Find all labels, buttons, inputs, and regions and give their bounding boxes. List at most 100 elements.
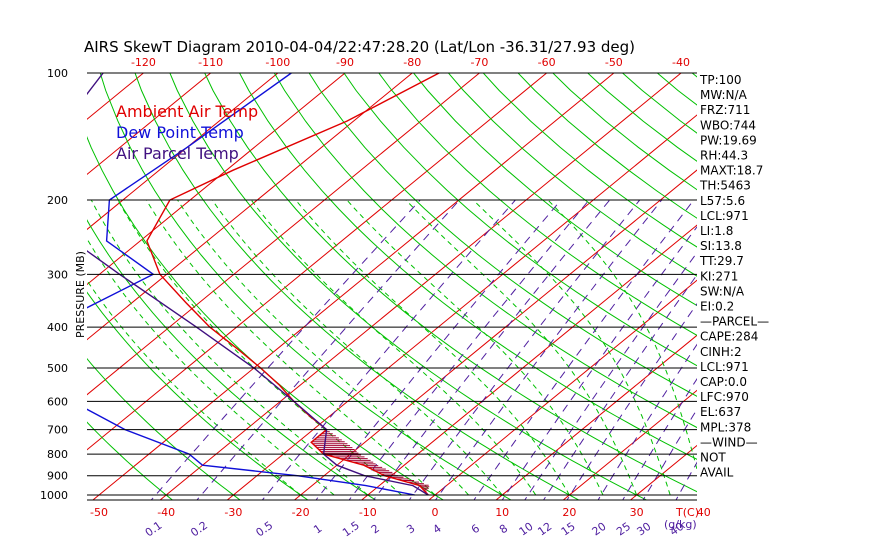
legend-item: Ambient Air Temp bbox=[116, 102, 258, 121]
stat-item: CAPE:284 bbox=[700, 330, 758, 344]
legend-item: Dew Point Temp bbox=[116, 123, 244, 142]
stat-item: EI:0.2 bbox=[700, 300, 734, 314]
dry-adiabat-line bbox=[87, 135, 445, 500]
dry-adiabat-line bbox=[770, 54, 870, 504]
isotherm-line bbox=[0, 54, 33, 504]
bottom-temp-tick-label: -20 bbox=[292, 506, 310, 519]
stat-item: LCL:971 bbox=[700, 209, 749, 223]
stat-item: NOT bbox=[700, 451, 726, 465]
mixing-ratio-line bbox=[261, 199, 516, 500]
stat-item: SW:N/A bbox=[700, 284, 745, 298]
mixing-ratio-line bbox=[315, 199, 562, 500]
pressure-tick-label: 700 bbox=[47, 424, 68, 437]
moist-adiabat-line bbox=[295, 199, 570, 496]
stat-item: LFC:970 bbox=[700, 390, 749, 404]
moist-adiabat-line bbox=[472, 199, 671, 496]
dry-adiabat-line bbox=[273, 73, 697, 429]
mixing-ratio-line bbox=[434, 199, 663, 500]
isotherm-line bbox=[87, 73, 414, 341]
series-dew-point-temp bbox=[87, 73, 415, 496]
isotherm-line bbox=[87, 73, 481, 396]
dry-adiabat-line bbox=[803, 54, 870, 504]
mixing-ratio-tick-label: 4 bbox=[431, 522, 444, 537]
mixing-ratio-tick-label: 0.5 bbox=[254, 519, 276, 540]
profile-lines bbox=[87, 73, 440, 496]
dry-adiabat-line bbox=[134, 73, 580, 500]
mixing-ratio-line bbox=[597, 343, 697, 500]
series-ambient-air-temp bbox=[146, 73, 440, 496]
isotherm-line bbox=[827, 54, 870, 504]
mixing-ratio-tick-label: 8 bbox=[497, 522, 510, 537]
stat-item: MPL:378 bbox=[700, 420, 751, 434]
mixing-ratio-tick-label: 12 bbox=[535, 520, 554, 539]
top-temp-tick-label: -80 bbox=[403, 56, 421, 69]
moist-adiabat-line bbox=[177, 199, 469, 496]
dry-adiabat-line bbox=[238, 73, 697, 460]
stat-item: AVAIL bbox=[700, 466, 734, 480]
mixing-ratio-tick-label: 1.5 bbox=[340, 519, 362, 540]
mixing-ratio-unit-label: (g/kg) bbox=[664, 518, 697, 531]
stat-item: TH:5463 bbox=[699, 179, 751, 193]
dry-adiabat-line bbox=[87, 357, 241, 500]
stat-item: PW:19.69 bbox=[700, 133, 757, 147]
series-air-parcel-temp bbox=[87, 73, 429, 496]
stat-item: CINH:2 bbox=[700, 345, 742, 359]
stat-item: SI:13.8 bbox=[700, 239, 742, 253]
top-temp-tick-label: -90 bbox=[336, 56, 354, 69]
pressure-tick-label: 600 bbox=[47, 395, 68, 408]
mixing-ratio-tick-label: 3 bbox=[404, 522, 417, 537]
isotherm-line bbox=[92, 73, 615, 500]
top-temp-tick-label: -50 bbox=[605, 56, 623, 69]
mixing-ratio-tick-label: 10 bbox=[517, 520, 536, 539]
mixing-ratio-line bbox=[566, 303, 697, 500]
pressure-tick-label: 800 bbox=[47, 448, 68, 461]
pressure-tick-label: 300 bbox=[47, 268, 68, 281]
mixing-ratio-line bbox=[524, 251, 697, 500]
isotherm-line bbox=[293, 169, 697, 500]
moist-adiabat-line bbox=[145, 199, 436, 496]
mixing-ratio-line bbox=[622, 377, 697, 500]
moist-adiabat-line bbox=[346, 199, 604, 496]
dry-adiabat-line bbox=[691, 73, 697, 78]
stat-item: TP:100 bbox=[699, 73, 742, 87]
mixing-ratio-tick-label: 0.1 bbox=[143, 519, 165, 540]
dry-adiabat-line bbox=[87, 421, 174, 500]
isotherm-line bbox=[760, 54, 870, 504]
pressure-tick-label: 500 bbox=[47, 362, 68, 375]
top-temp-tick-label: -60 bbox=[538, 56, 556, 69]
isotherm-line bbox=[87, 73, 279, 231]
isotherm-line bbox=[360, 224, 697, 500]
pressure-tick-label: 100 bbox=[47, 67, 68, 80]
dry-adiabat-line bbox=[99, 73, 513, 500]
moist-adiabat-line bbox=[250, 199, 537, 496]
mixing-ratio-tick-label: 2 bbox=[369, 522, 382, 537]
legend: Ambient Air Temp Dew Point Temp Air Parcel… bbox=[116, 102, 258, 163]
dry-adiabat-line bbox=[343, 73, 697, 367]
mixing-ratio-tick-label: 0.2 bbox=[188, 519, 210, 540]
dry-adiabat-line bbox=[87, 291, 309, 500]
bottom-temp-tick-label: 30 bbox=[630, 506, 644, 519]
stat-item: LCL:971 bbox=[700, 360, 749, 374]
stat-item: —PARCEL— bbox=[700, 315, 769, 329]
dry-adiabat-line bbox=[87, 219, 377, 500]
isotherm-line bbox=[87, 73, 346, 286]
stat-item: MAXT:18.7 bbox=[700, 164, 763, 178]
chart-title: AIRS SkewT Diagram 2010-04-04/22:47:28.2… bbox=[84, 38, 635, 56]
isotherm-line bbox=[428, 279, 697, 500]
mixing-ratio-line bbox=[501, 226, 697, 500]
pressure-tick-label: 1000 bbox=[40, 489, 68, 502]
moist-adiabat-line bbox=[117, 199, 402, 496]
mixing-ratio-tick-label: 15 bbox=[559, 520, 578, 539]
mixing-ratio-line bbox=[542, 273, 697, 500]
dry-adiabat-line bbox=[412, 73, 697, 307]
mixing-ratio-tick-label: 6 bbox=[469, 522, 482, 537]
moist-adiabat-line bbox=[90, 199, 369, 496]
moist-adiabat-line bbox=[87, 237, 335, 496]
bottom-temp-tick-label: -10 bbox=[359, 506, 377, 519]
dry-adiabat-line bbox=[482, 73, 697, 248]
bottom-temp-tick-label: 10 bbox=[495, 506, 509, 519]
isotherm-line bbox=[562, 389, 697, 500]
dry-adiabat-line bbox=[447, 73, 697, 277]
bottom-temp-tick-label: 20 bbox=[562, 506, 576, 519]
temp-unit-label: T(C) bbox=[675, 506, 699, 519]
